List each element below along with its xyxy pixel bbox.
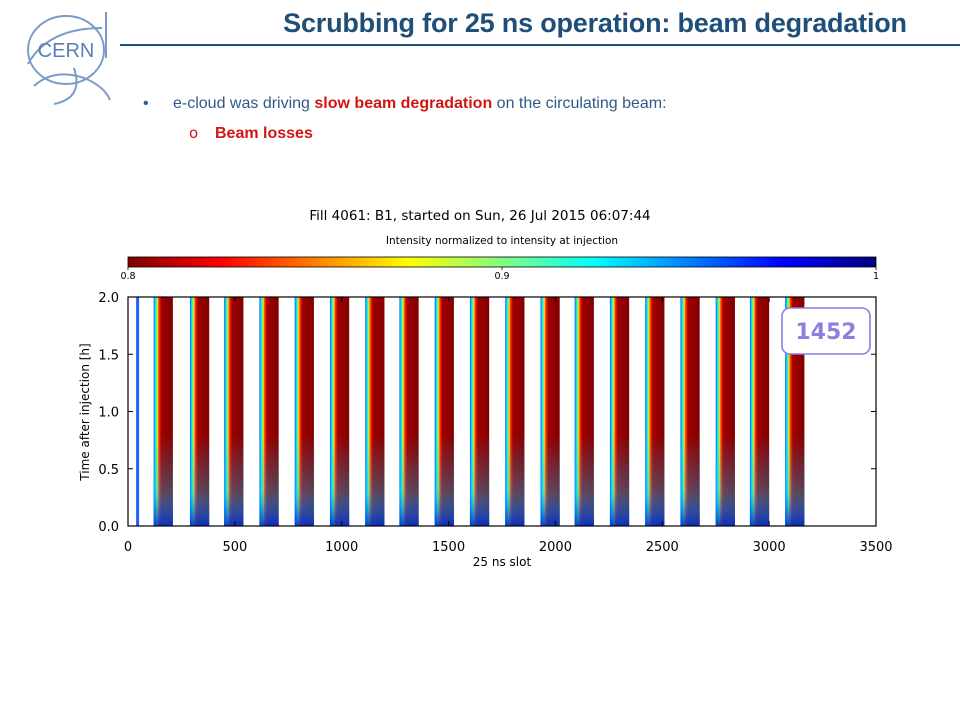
x-tick-label: 1000 — [325, 540, 358, 555]
y-axis-label: Time after injection [h] — [78, 343, 92, 481]
bunch-train-fade — [469, 297, 490, 526]
bunch-train-fade — [609, 297, 630, 526]
bunch-train-fade — [434, 297, 454, 526]
bullet-list: • e-cloud was driving slow beam degradat… — [143, 92, 667, 146]
x-tick-label: 3500 — [859, 540, 892, 555]
colorbar-tick-label: 1 — [873, 271, 879, 282]
sub-bullet-item: o Beam losses — [143, 122, 667, 146]
circle-bullet-icon: o — [189, 124, 199, 142]
x-tick-label: 2000 — [539, 540, 572, 555]
y-tick-label: 0.5 — [98, 463, 119, 478]
bunch-train — [749, 297, 770, 526]
x-tick-label: 2500 — [646, 540, 679, 555]
bunch-train-fade — [189, 297, 210, 526]
bunch-train — [434, 297, 454, 526]
bunch-train — [224, 297, 244, 526]
annotation-label: 1452 — [795, 320, 856, 345]
bunch-train-fade — [329, 297, 350, 526]
y-tick-label: 0.0 — [98, 520, 119, 535]
x-tick-label: 500 — [222, 540, 247, 555]
bunch-train — [259, 297, 279, 526]
cern-logo: CERN — [27, 12, 111, 105]
bunch-train — [715, 297, 735, 526]
bullet-dot-icon: • — [143, 95, 149, 112]
chart-title: Fill 4061: B1, started on Sun, 26 Jul 20… — [309, 208, 650, 224]
bunch-train-fade — [540, 297, 560, 526]
colorbar-ticks: 0.8 0.9 1 — [120, 267, 879, 282]
title-rule — [120, 44, 960, 46]
y-tick-label: 1.5 — [98, 348, 119, 363]
colorbar-tick-label: 0.9 — [494, 271, 509, 282]
y-tick-label: 2.0 — [98, 291, 119, 306]
y-axis-ticks: 0.0 0.5 1.0 1.5 2.0 — [98, 291, 876, 535]
x-axis-ticks: 0 500 1000 1500 2000 2500 3000 3500 — [124, 297, 893, 555]
bullet-highlight: slow beam degradation — [314, 95, 493, 112]
bunch-train-fade — [224, 297, 244, 526]
x-tick-label: 1500 — [432, 540, 465, 555]
annotation-badge: 1452 — [781, 307, 871, 355]
colorbar-tick-label: 0.8 — [120, 271, 135, 282]
pilot-bunch-band — [136, 297, 140, 526]
bullet-suffix: on the circulating beam: — [492, 95, 667, 112]
bunch-train — [645, 297, 665, 526]
bunch-train-fade — [645, 297, 665, 526]
sub-bullet-text: Beam losses — [215, 125, 313, 142]
bunch-train — [574, 297, 594, 526]
bunch-train — [505, 297, 525, 526]
bunch-train — [399, 297, 419, 526]
bunch-train-fade — [294, 297, 314, 526]
bunch-train-fade — [680, 297, 700, 526]
bunch-train — [540, 297, 560, 526]
bunch-train — [680, 297, 700, 526]
bunch-train-fade — [574, 297, 594, 526]
bunch-train — [153, 297, 173, 526]
bunch-train — [329, 297, 350, 526]
bunch-train-fade — [749, 297, 770, 526]
x-axis-label: 25 ns slot — [473, 555, 532, 569]
bunch-train — [294, 297, 314, 526]
y-tick-label: 1.0 — [98, 406, 119, 421]
x-tick-label: 0 — [124, 540, 132, 555]
bullet-prefix: e-cloud was driving — [173, 95, 315, 112]
bunch-train — [189, 297, 210, 526]
colorbar — [127, 256, 877, 268]
bunch-train — [609, 297, 630, 526]
bunch-train-fade — [259, 297, 279, 526]
bunch-train — [365, 297, 385, 526]
bunch-train-fade — [365, 297, 385, 526]
x-tick-label: 3000 — [753, 540, 786, 555]
bunch-train — [469, 297, 490, 526]
cern-logo-text: CERN — [38, 40, 95, 62]
bunch-train-fade — [153, 297, 173, 526]
slide-title: Scrubbing for 25 ns operation: beam degr… — [283, 8, 907, 38]
bunch-trains — [136, 297, 805, 526]
bullet-item: • e-cloud was driving slow beam degradat… — [143, 92, 667, 116]
bunch-train-fade — [505, 297, 525, 526]
bunch-train-fade — [715, 297, 735, 526]
colorbar-label: Intensity normalized to intensity at inj… — [386, 235, 618, 247]
bunch-train-fade — [399, 297, 419, 526]
